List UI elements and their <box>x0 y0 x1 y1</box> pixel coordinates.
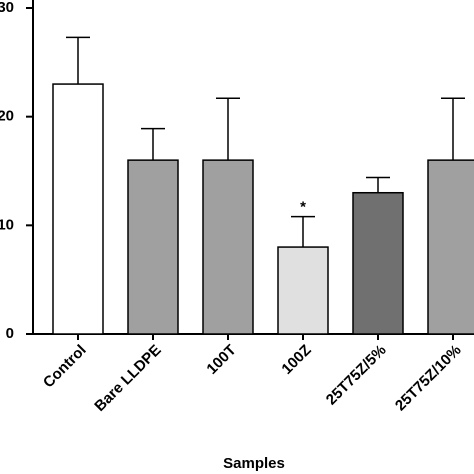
bar <box>427 159 474 335</box>
bar <box>52 83 104 335</box>
annotation: * <box>300 199 306 216</box>
bar <box>202 159 254 335</box>
x-tick-label: 100Z <box>278 342 314 378</box>
y-tick-label: 30 <box>0 0 14 16</box>
y-tick-label: 10 <box>0 216 14 233</box>
bar <box>127 159 179 335</box>
x-tick-label: 100T <box>203 342 239 378</box>
x-tick-label: Bare LLDPE <box>91 342 164 415</box>
x-tick-label: Control <box>40 342 90 392</box>
y-tick-label: 20 <box>0 108 14 125</box>
x-axis-title: Samples <box>223 455 285 472</box>
x-tick-label: 25T75Z/10% <box>392 342 465 415</box>
bar <box>277 246 329 335</box>
bar <box>352 191 404 335</box>
x-tick-label: 25T75Z/5% <box>323 342 390 409</box>
y-tick-label: 0 <box>6 325 14 342</box>
